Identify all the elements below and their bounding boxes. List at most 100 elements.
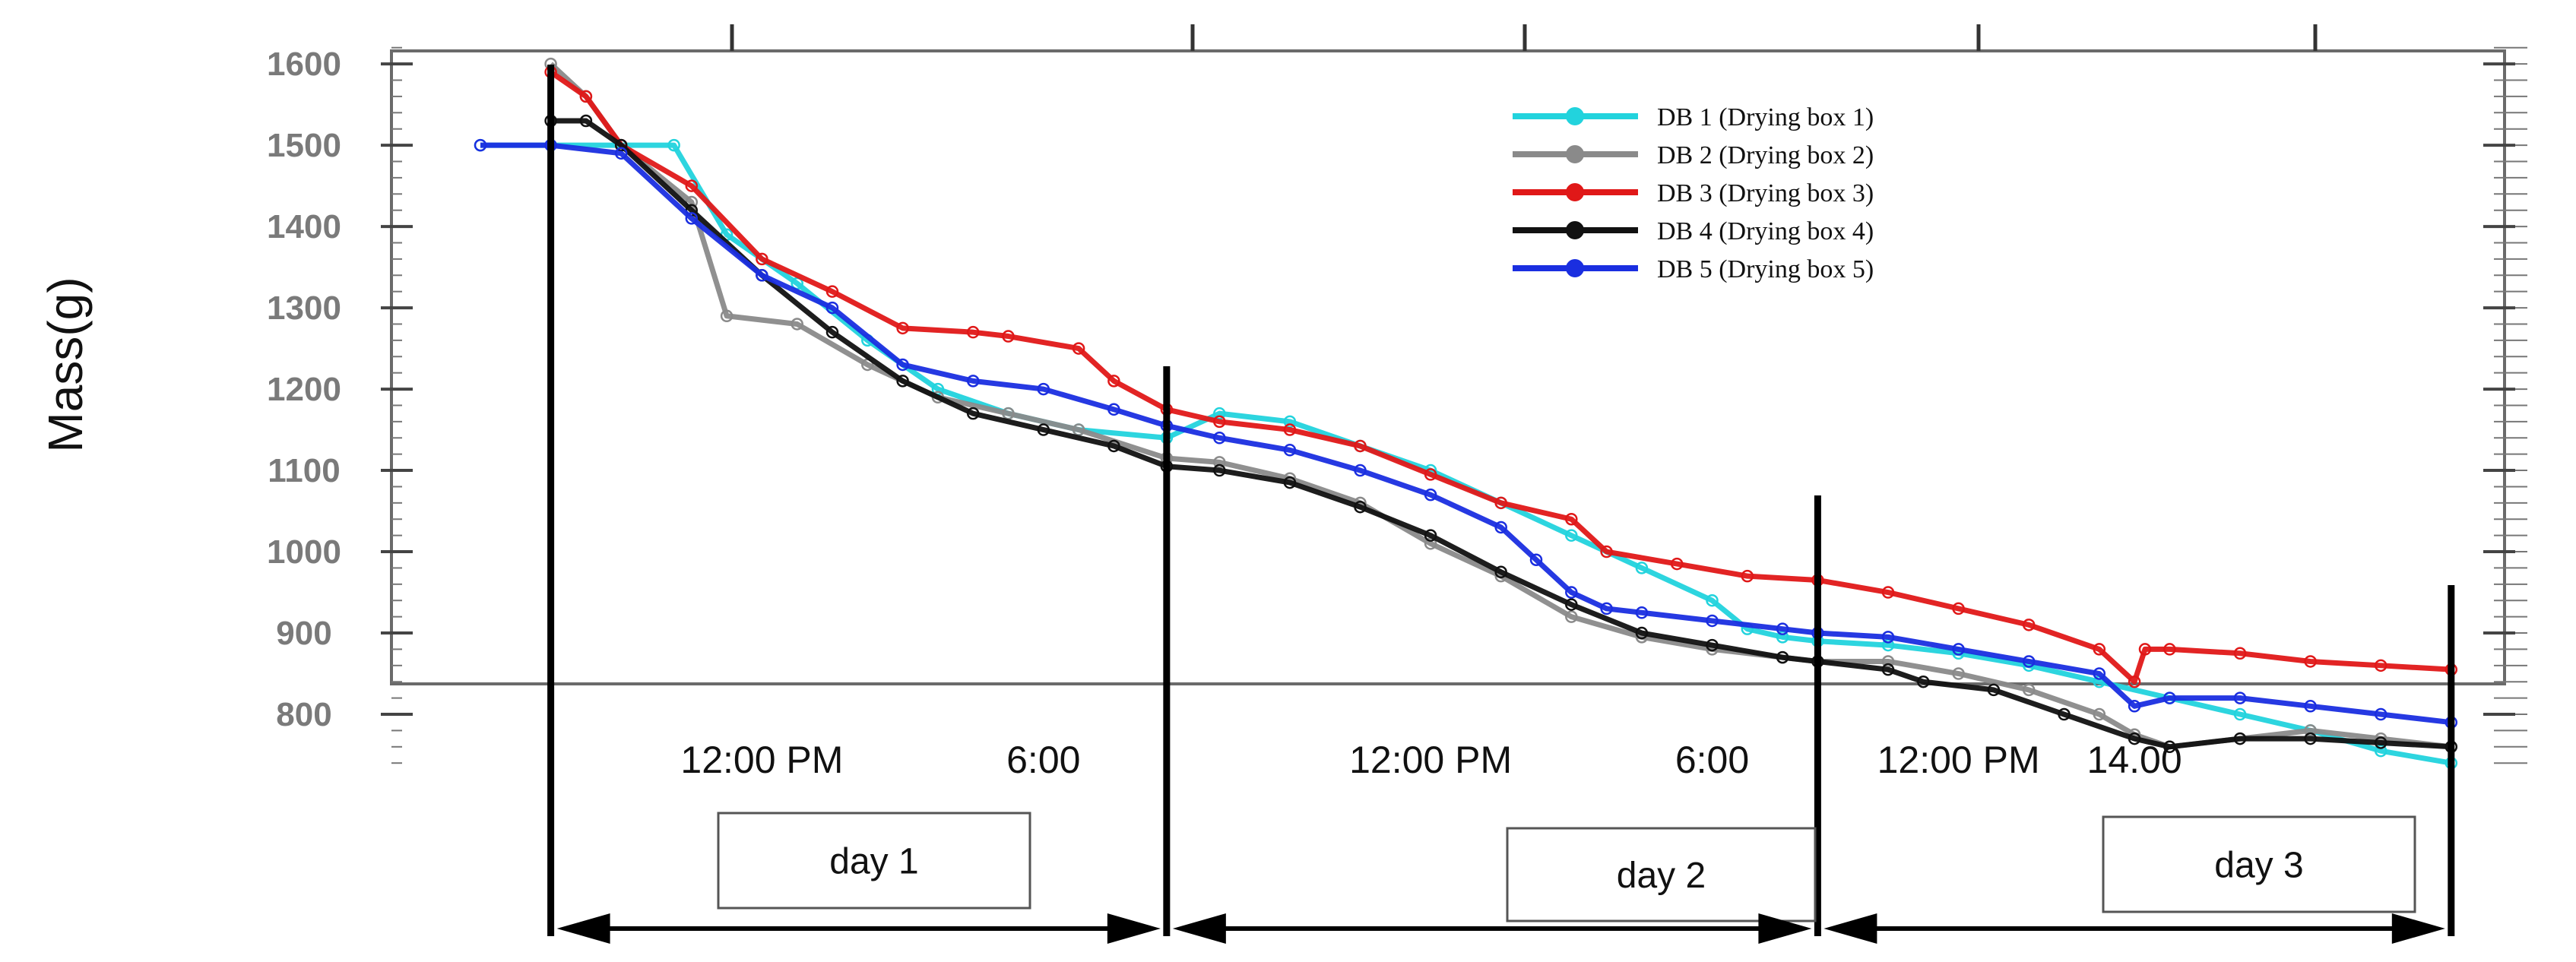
data-point	[1283, 423, 1297, 436]
series-db-5	[474, 138, 2458, 729]
y-tick-label: 1300	[267, 290, 341, 327]
legend-label: DB 2 (Drying box 2)	[1657, 141, 1874, 169]
data-point	[2058, 707, 2071, 721]
series-line	[480, 142, 2452, 726]
data-point	[1002, 407, 1015, 420]
data-point	[1706, 638, 1719, 652]
legend-marker	[1566, 259, 1584, 277]
data-point	[1881, 655, 1895, 668]
x-tick-label: 12:00 PM	[1349, 739, 1512, 781]
data-point	[1776, 622, 1789, 635]
data-point	[1706, 593, 1719, 607]
data-point	[1987, 683, 2001, 697]
data-point	[614, 147, 628, 160]
data-point	[2374, 659, 2387, 672]
data-point	[2093, 707, 2106, 721]
y-tick-label: 1000	[267, 533, 341, 571]
data-point	[1565, 610, 1578, 623]
day-label: day 1	[829, 842, 918, 882]
y-tick-label: 900	[276, 615, 331, 652]
data-point	[1354, 500, 1367, 514]
data-point	[2093, 667, 2106, 680]
data-point	[2304, 724, 2317, 737]
data-point	[2022, 655, 2036, 668]
data-point	[2163, 740, 2176, 754]
data-point	[1283, 476, 1297, 489]
day-label: day 3	[2214, 846, 2303, 886]
data-point	[1952, 667, 1965, 680]
legend-label: DB 1 (Drying box 1)	[1657, 103, 1874, 131]
legend: DB 1 (Drying box 1) DB 2 (Drying box 2) DB…	[1513, 103, 1874, 283]
data-point	[2022, 683, 2036, 697]
plot-frame	[390, 49, 2506, 685]
data-point	[1881, 663, 1895, 676]
data-point	[1424, 488, 1437, 502]
data-point	[2163, 691, 2176, 704]
data-point	[1002, 330, 1015, 343]
data-point	[756, 252, 768, 266]
data-point	[966, 407, 980, 420]
data-point	[667, 138, 680, 152]
data-point	[1635, 562, 1649, 574]
legend-marker	[1566, 183, 1584, 201]
data-point	[1494, 565, 1507, 579]
data-point	[1776, 631, 1789, 644]
data-point	[1635, 626, 1649, 640]
x-tick-label: 12:00 PM	[1877, 739, 2040, 781]
data-point	[1494, 521, 1507, 534]
data-point	[1283, 444, 1297, 457]
data-point	[1529, 553, 1543, 566]
data-point	[1776, 650, 1789, 664]
data-point	[1072, 423, 1085, 436]
data-point	[1107, 439, 1120, 453]
arrow-head-right	[1107, 913, 1161, 944]
data-point	[1565, 512, 1578, 526]
data-point	[1741, 569, 1754, 583]
data-point	[2374, 744, 2387, 758]
arrow-head-right	[2391, 913, 2445, 944]
legend-marker	[1566, 145, 1584, 163]
data-point	[685, 212, 699, 225]
y-tick-label: 1100	[268, 452, 340, 489]
data-point	[896, 321, 909, 335]
arrow-head-right	[1758, 913, 1812, 944]
data-point	[1881, 638, 1895, 652]
data-point	[1494, 496, 1507, 510]
data-point	[1213, 415, 1226, 429]
data-point	[1917, 675, 1930, 688]
data-point	[1952, 602, 1965, 615]
data-point	[614, 138, 628, 152]
minor-ticks	[391, 46, 2527, 764]
data-point	[1072, 342, 1085, 355]
arrow-head-left	[556, 913, 610, 944]
data-point	[1213, 432, 1226, 445]
data-point	[2128, 675, 2141, 688]
series-layer	[474, 57, 2458, 770]
data-point	[1565, 529, 1578, 542]
day-box	[2102, 815, 2416, 913]
data-point	[1565, 586, 1578, 599]
x-tick-label: 6:00	[1675, 739, 1749, 781]
x-axis: 12:00 PM 6:00 12:00 PM 6:00 12:00 PM 14.00	[680, 739, 2182, 781]
data-point	[2233, 707, 2247, 721]
arrow-head-left	[1823, 913, 1877, 944]
data-point	[579, 114, 593, 128]
data-point	[685, 179, 699, 192]
data-point	[896, 358, 909, 372]
day-labels: day 1 day 2 day 3	[717, 812, 2416, 922]
data-point	[2138, 643, 2152, 656]
x-tick-label: 6:00	[1006, 739, 1080, 781]
data-point	[2304, 655, 2317, 668]
data-point	[474, 138, 487, 152]
y-axis: 1600 1500 1400 1300 1200 1100 1000 900 800	[267, 46, 2515, 733]
data-point	[2093, 643, 2106, 656]
x-tick-label: 12:00 PM	[680, 739, 843, 781]
data-point	[825, 301, 839, 315]
data-point	[2128, 700, 2141, 713]
data-point	[756, 269, 768, 282]
data-point	[2022, 619, 2036, 631]
data-point	[825, 325, 839, 339]
data-point	[1213, 407, 1226, 420]
data-point	[1600, 602, 1613, 615]
